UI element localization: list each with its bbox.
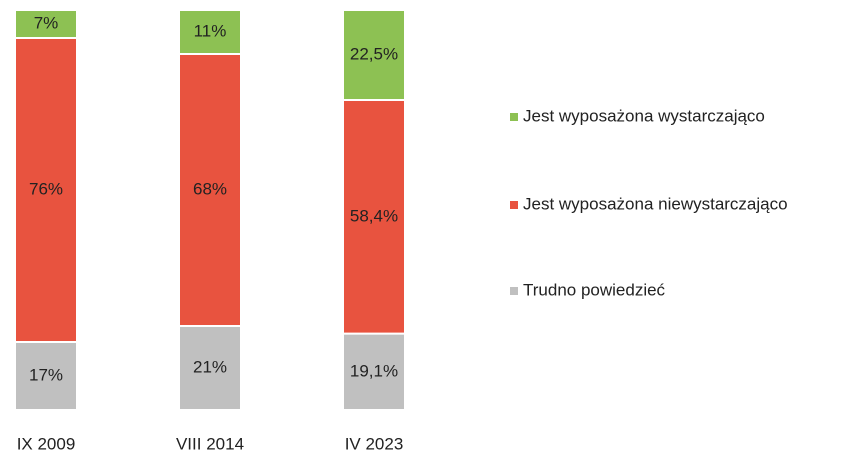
legend-label: Jest wyposażona niewystarczająco bbox=[523, 194, 788, 213]
legend-label: Jest wyposażona wystarczająco bbox=[523, 106, 765, 125]
x-tick-label: IX 2009 bbox=[17, 434, 76, 453]
bar-segment bbox=[14, 341, 78, 411]
data-label: 21% bbox=[193, 357, 227, 376]
bar-segment bbox=[342, 332, 406, 412]
legend-marker bbox=[510, 201, 518, 209]
bar-segment bbox=[342, 9, 406, 101]
bar-segment bbox=[178, 9, 242, 55]
data-label: 19,1% bbox=[350, 361, 398, 380]
data-label: 76% bbox=[29, 179, 63, 198]
data-label: 11% bbox=[194, 21, 227, 40]
data-label: 22,5% bbox=[350, 44, 398, 63]
bar-segment bbox=[14, 9, 78, 39]
legend-label: Trudno powiedzieć bbox=[523, 280, 666, 299]
legend-marker bbox=[510, 287, 518, 295]
bar-segment bbox=[178, 325, 242, 411]
data-label: 17% bbox=[29, 365, 63, 384]
bar-segment bbox=[14, 37, 78, 343]
legend-marker bbox=[510, 113, 518, 121]
bar-segment bbox=[178, 53, 242, 327]
data-label: 68% bbox=[193, 179, 227, 198]
data-label: 7% bbox=[34, 13, 59, 32]
bar-segment bbox=[342, 99, 406, 335]
x-tick-label: VIII 2014 bbox=[176, 434, 244, 453]
x-tick-label: IV 2023 bbox=[345, 434, 404, 453]
data-label: 58,4% bbox=[350, 206, 398, 225]
